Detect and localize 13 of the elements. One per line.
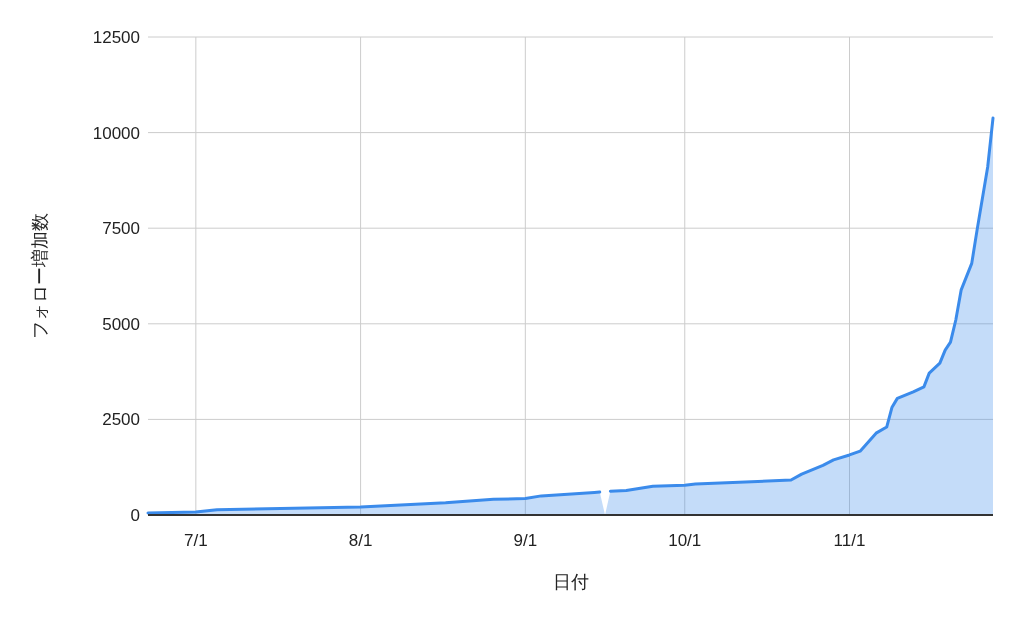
y-axis-title: フォロー増加数 (30, 213, 50, 339)
x-tick-label: 7/1 (184, 531, 208, 550)
x-tick-label: 11/1 (833, 531, 866, 550)
x-tick-label: 10/1 (668, 531, 702, 550)
x-tick-label: 8/1 (348, 531, 373, 550)
y-tick-label: 2500 (102, 410, 140, 430)
y-tick-label: 5000 (102, 314, 140, 334)
y-tick-label: 0 (130, 506, 140, 525)
y-tick-label: 12500 (92, 28, 140, 47)
y-tick-label: 7500 (102, 219, 140, 239)
x-tick-label: 9/1 (513, 531, 538, 550)
y-tick-label: 10000 (92, 123, 140, 143)
x-axis-title: 日付 (552, 572, 589, 592)
